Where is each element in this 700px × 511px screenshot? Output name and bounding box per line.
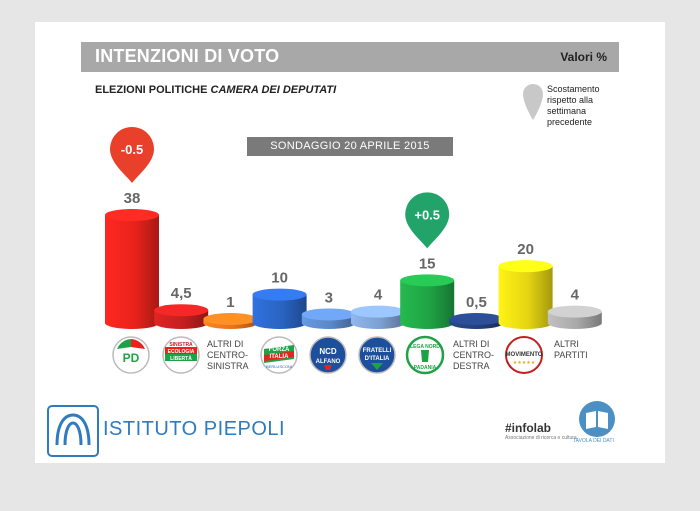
value-label: 1 <box>226 294 234 311</box>
chart-subtitle: ELEZIONI POLITICHE CAMERA DEI DEPUTATI <box>95 84 336 96</box>
sel-logo-text: LIBERTÀ <box>170 355 192 362</box>
ncd-logo-text: ALFANO <box>316 359 341 365</box>
infolab-subtitle: Associazione di ricerca e cultura <box>505 435 577 441</box>
bar-cap <box>498 260 553 273</box>
legend-line: precedente <box>547 117 593 127</box>
bar-body <box>400 280 455 329</box>
bar-3 <box>252 288 307 329</box>
change-marker: +0.5 <box>405 192 450 249</box>
header-bar: INTENZIONI DI VOTO Valori % <box>81 42 619 72</box>
pd-logo-icon: PD <box>112 336 150 374</box>
bar-cap <box>400 274 455 287</box>
legend-line: Scostamento <box>547 84 600 94</box>
sel-logo-icon: SINISTRA ECOLOGIA LIBERTÀ <box>162 336 200 374</box>
legend-line: rispetto alla <box>547 95 594 105</box>
bar-body <box>498 266 553 329</box>
legend-note: Scostamento rispetto alla settimana prec… <box>547 84 600 128</box>
unit-label: Valori % <box>560 50 607 64</box>
lega-logo-text: LEGA NORD <box>410 344 440 350</box>
subtitle-main: ELEZIONI POLITICHE <box>95 84 211 96</box>
bar-2 <box>203 313 258 329</box>
bar-7 <box>449 313 504 329</box>
bar-9 <box>547 305 602 329</box>
change-label: +0.5 <box>414 207 440 222</box>
change-marker: -0.5 <box>110 127 154 183</box>
bar-cap <box>301 308 356 321</box>
label-altri-centro-destra: ALTRI DI CENTRO- DESTRA <box>453 339 494 372</box>
value-label: 38 <box>124 190 141 207</box>
bar-body <box>252 294 307 329</box>
lega-logo-icon: LEGA NORD PADANIA <box>405 335 445 375</box>
bar-4 <box>301 308 356 329</box>
value-label: 10 <box>271 270 288 287</box>
legend-line: settimana <box>547 106 587 116</box>
fdi-logo-icon: FRATELLI D'ITALIA <box>358 336 396 374</box>
lega-logo-text: PADANIA <box>414 365 437 371</box>
label-line: PARTITI <box>554 350 588 360</box>
label-line: ALTRI DI <box>453 339 490 349</box>
ncd-logo-icon: NCD ALFANO <box>309 336 347 374</box>
label-line: DESTRA <box>453 361 490 371</box>
brand-name: ISTITUTO PIEPOLI <box>103 418 286 440</box>
value-label: 4 <box>571 287 580 304</box>
bar-cap <box>105 209 159 221</box>
value-label: 4 <box>374 287 383 304</box>
svg-text:★★★★★: ★★★★★ <box>513 360 536 366</box>
bar-cap <box>203 313 258 325</box>
label-line: ALTRI DI <box>207 339 244 349</box>
fdi-logo-text: D'ITALIA <box>365 356 390 362</box>
fi-logo-text: BERLUSCONI <box>266 364 292 369</box>
value-label: 4,5 <box>171 285 192 302</box>
marker-pin <box>110 127 154 183</box>
book-label: TAVOLA DEI DATI <box>573 438 614 444</box>
book-icon <box>579 401 615 437</box>
piepoli-logo-icon <box>47 405 99 457</box>
bar-body <box>105 215 159 329</box>
fdi-logo-text: FRATELLI <box>363 348 392 354</box>
label-altri-centro-sinistra: ALTRI DI CENTRO- SINISTRA <box>207 339 249 372</box>
sel-logo-text: ECOLOGIA <box>168 349 195 355</box>
bar-6 <box>400 274 455 329</box>
fi-logo-text: FORZA <box>269 347 290 353</box>
chart-title: INTENZIONI DI VOTO <box>95 46 280 66</box>
legend-pin-icon <box>523 84 543 120</box>
m5s-logo-text: MOVIMENTO <box>506 352 543 358</box>
label-altri-partiti: ALTRI PARTITI <box>554 339 588 361</box>
label-line: ALTRI <box>554 339 579 349</box>
bar-1 <box>154 304 209 329</box>
pd-logo-text: PD <box>123 351 140 365</box>
fi-logo-text: ITALIA <box>270 354 290 360</box>
bar-cap <box>252 288 307 301</box>
value-label: 20 <box>517 241 534 258</box>
bar-cap <box>449 313 504 325</box>
bar-chart: 38 4,5 1 10 3 4 15 0,5 20 4 -0.5 +0.5 <box>105 127 602 329</box>
label-line: CENTRO- <box>453 350 494 360</box>
label-line: CENTRO- <box>207 350 248 360</box>
survey-date-label: SONDAGGIO 20 APRILE 2015 <box>247 137 453 156</box>
value-label: 15 <box>419 255 436 272</box>
chart-card: INTENZIONI DI VOTO Valori % ELEZIONI POL… <box>35 22 665 463</box>
ncd-logo-text: NCD <box>319 347 337 356</box>
value-label: 0,5 <box>466 294 487 311</box>
subtitle-italic: CAMERA DEI DEPUTATI <box>210 84 337 96</box>
bar-cap <box>547 305 602 318</box>
infolab-logo: #infolab <box>505 421 552 435</box>
bar-cap <box>351 305 405 318</box>
change-label: -0.5 <box>121 142 143 157</box>
bar-cap <box>154 304 209 317</box>
sel-logo-text: SINISTRA <box>169 342 193 348</box>
label-line: SINISTRA <box>207 361 249 371</box>
m5s-logo-icon: MOVIMENTO ★★★★★ <box>505 336 543 374</box>
marker-pin <box>405 192 450 249</box>
bar-0 <box>105 209 159 329</box>
bar-5 <box>351 305 405 329</box>
fi-logo-icon: FORZA ITALIA BERLUSCONI <box>260 336 298 374</box>
value-label: 3 <box>325 289 333 306</box>
bar-8 <box>498 260 553 329</box>
